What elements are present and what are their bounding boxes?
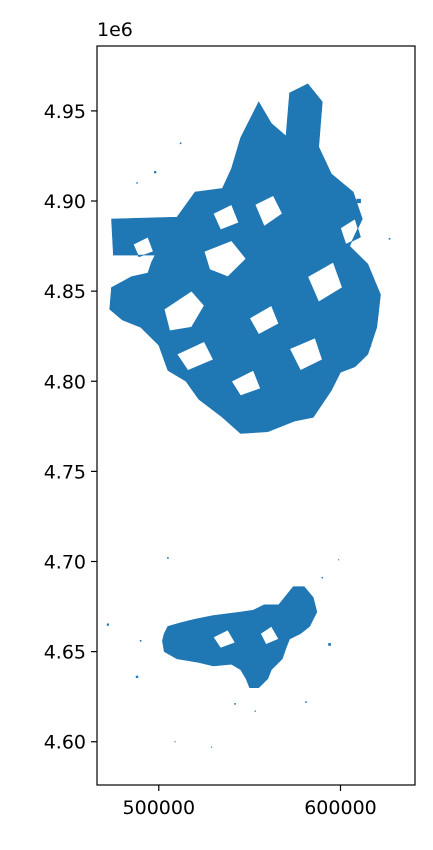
map-fragment (210, 746, 212, 748)
map-fragment (305, 701, 307, 703)
map-fragment (193, 257, 197, 260)
map-fragment (234, 703, 236, 705)
map-fragment (328, 643, 331, 646)
north-region (109, 83, 381, 434)
map-fragment (254, 710, 256, 712)
y-offset-label: 1e6 (97, 19, 133, 41)
map-fragment (266, 424, 270, 428)
map-layer (106, 83, 391, 748)
x-axis-ticks: 500000 600000 (123, 785, 377, 819)
x-tick-label: 500000 (123, 797, 196, 819)
map-fragment (117, 228, 121, 232)
y-tick-label: 4.65 (44, 642, 86, 664)
map-fragment (136, 182, 138, 184)
map-fragment (367, 343, 372, 347)
x-tick-label: 600000 (304, 797, 377, 819)
map-fragment (135, 675, 139, 678)
map-fragment (373, 311, 377, 315)
map-fragment (167, 557, 169, 559)
y-tick-label: 4.85 (44, 281, 86, 303)
y-tick-label: 4.95 (44, 101, 86, 123)
map-fragment (154, 171, 157, 174)
y-tick-label: 4.75 (44, 461, 86, 483)
y-tick-label: 4.70 (44, 551, 86, 573)
y-tick-label: 4.60 (44, 732, 86, 754)
map-fragment (388, 238, 391, 240)
plot-frame (96, 45, 416, 786)
map-fragment (321, 577, 324, 579)
map-fragment (174, 741, 176, 743)
map-fragment (356, 198, 361, 204)
map-fragment (139, 640, 142, 642)
y-tick-label: 4.90 (44, 191, 86, 213)
map-fragment (293, 91, 297, 95)
y-axis-ticks: 4.60 4.65 4.70 4.75 4.80 4.85 4.90 4.95 (44, 101, 97, 754)
map-fragment (179, 142, 182, 145)
map-fragment (106, 623, 109, 626)
map-fragment (338, 559, 340, 561)
y-tick-label: 4.80 (44, 371, 86, 393)
map-fragment (111, 293, 115, 297)
south-region (162, 586, 318, 688)
